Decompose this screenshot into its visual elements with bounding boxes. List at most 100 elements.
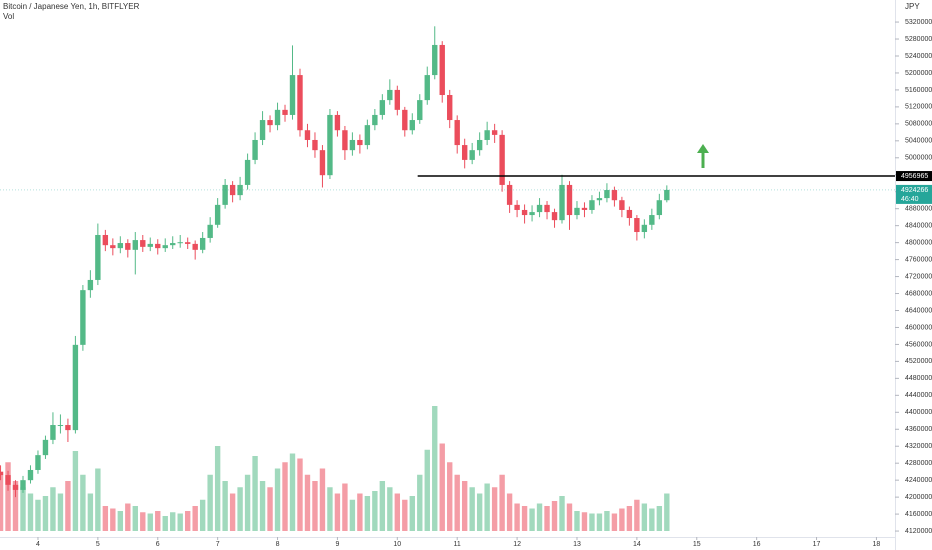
candle-body [170,243,176,246]
volume-bar [656,506,663,531]
candle-body [521,209,528,216]
volume-bar [454,474,460,531]
candle-body [566,184,573,216]
volume-bar [349,499,356,531]
volume-bar [544,506,550,531]
candle-body [312,139,318,151]
volume-bar [199,499,206,531]
candle-body [274,109,281,126]
volume-bar [222,481,228,531]
volume-bar [155,511,161,531]
y-tick-label: 5120000 [905,104,932,111]
y-tick-label: 4720000 [905,273,932,280]
volume-bar [634,499,640,531]
candle-body [664,189,670,201]
y-tick-label: 4160000 [905,511,932,518]
candle-body [140,240,146,247]
y-tick-label: 5160000 [905,87,932,94]
y-tick-label: 4640000 [905,307,932,314]
y-tick-label: 4360000 [905,426,932,433]
candle-body [484,130,490,140]
candle-body [589,200,595,210]
candle-body [319,150,326,176]
candle-body [409,120,415,131]
volume-bar [117,511,124,531]
volume-bar [536,503,543,531]
candle-body [282,109,288,115]
volume-bar [214,446,221,531]
candle-body [80,290,86,345]
candle-body [619,200,625,210]
candle-body [259,120,266,140]
candle-body [574,207,580,216]
x-tick-label: 12 [513,541,521,548]
volume-bar [424,449,430,531]
volume-bar [140,512,146,531]
x-tick-label: 17 [813,541,821,548]
candle-body [252,139,258,160]
volume-bar [566,503,573,531]
candle-body [402,109,408,131]
volume-bar [364,496,371,531]
volume-bar [432,406,438,531]
candle-body [334,114,341,131]
y-tick-label: 4880000 [905,206,932,213]
candle-body [57,425,64,427]
candle-body [432,44,438,76]
volume-bar [649,508,655,531]
volume-bar [267,487,273,531]
volume-bar [95,468,101,531]
candle-body [342,130,348,151]
volume-bar [589,513,595,531]
y-tick-label: 4760000 [905,256,932,263]
candle-body [581,207,588,210]
volume-bar [72,451,79,531]
candle-body [304,130,311,140]
candle-body [244,159,251,185]
candle-body [461,145,468,160]
candle-body [229,184,236,196]
candle-body [297,75,303,131]
level-tag [896,171,932,182]
candle-body [656,200,663,216]
volume-bar [491,487,498,531]
volume-bar [581,512,588,531]
volume-bar [192,506,198,531]
candle-body [327,114,333,176]
y-tick-label: 4800000 [905,239,932,246]
candle-body [469,150,475,160]
volume-bar [469,487,475,531]
y-tick-label: 5200000 [905,70,932,77]
volume-bar [499,474,505,531]
candle-body [394,89,401,110]
volume-bar [57,493,64,531]
candle-body [439,44,445,96]
volume-bar [447,462,453,531]
candle-body [491,130,498,135]
volume-bar [27,493,34,531]
y-tick-label: 4400000 [905,409,932,416]
volume-bar [35,499,41,531]
volume-bar [244,474,251,531]
volume-bar [87,493,94,531]
volume-bar [42,496,49,531]
x-tick-label: 13 [573,541,581,548]
candle-body [379,100,386,115]
y-tick-label: 4840000 [905,223,932,230]
candle-body [42,439,49,456]
volume-bar [20,487,26,531]
candle-body [155,243,161,249]
candle-body [72,344,79,431]
volume-bar [65,481,71,531]
arrow [697,144,709,168]
candle-body [529,212,535,216]
x-tick-label: 18 [873,541,881,548]
volume-bar [147,513,153,531]
volume-bar [0,474,4,531]
y-tick-label: 4440000 [905,392,932,399]
volume-bar [409,496,415,531]
candle-body [267,120,273,126]
y-tick-label: 5040000 [905,138,932,145]
